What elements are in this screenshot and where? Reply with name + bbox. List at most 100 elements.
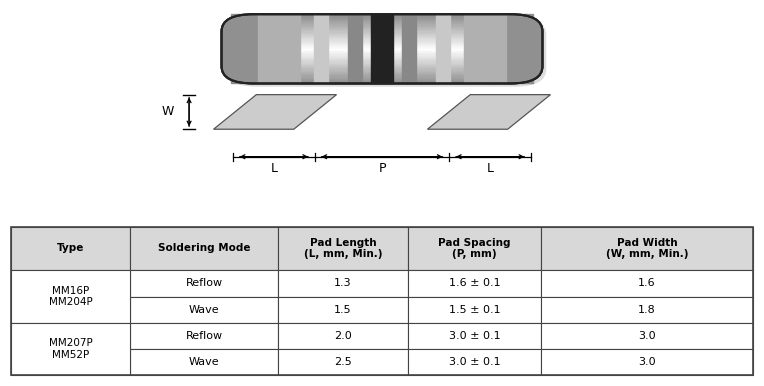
Text: 3.0 ± 0.1: 3.0 ± 0.1 — [448, 331, 500, 341]
Text: 1.3: 1.3 — [335, 278, 352, 288]
Bar — [231, 50, 533, 51]
Bar — [130, 227, 278, 270]
Bar — [231, 14, 533, 15]
Bar — [231, 21, 533, 22]
Bar — [231, 69, 533, 71]
Bar — [231, 59, 533, 60]
Bar — [542, 296, 753, 323]
Bar — [231, 36, 533, 37]
Text: Soldering Mode: Soldering Mode — [158, 244, 251, 253]
Bar — [408, 270, 542, 296]
Bar — [542, 227, 753, 270]
Bar — [231, 64, 533, 65]
Text: 3.0: 3.0 — [638, 331, 656, 341]
Bar — [231, 46, 533, 47]
Bar — [231, 79, 533, 80]
Bar — [348, 14, 362, 83]
Bar — [231, 26, 533, 27]
Bar — [231, 63, 533, 64]
Bar — [278, 270, 408, 296]
Bar — [11, 323, 753, 324]
Text: 1.5: 1.5 — [335, 305, 352, 315]
Bar — [231, 73, 533, 74]
Text: MM207P
MM52P: MM207P MM52P — [49, 338, 92, 360]
Text: 1.5 ± 0.1: 1.5 ± 0.1 — [448, 305, 500, 315]
Bar — [231, 56, 533, 57]
Bar — [231, 58, 533, 59]
Bar — [231, 61, 533, 63]
Bar — [231, 75, 533, 76]
Bar — [231, 35, 533, 36]
Bar — [231, 28, 533, 29]
Bar — [278, 349, 408, 375]
Bar — [231, 67, 533, 68]
Text: 1.6: 1.6 — [638, 278, 656, 288]
Bar — [11, 227, 130, 270]
Bar — [278, 323, 408, 349]
Text: Pad Width
(W, mm, Min.): Pad Width (W, mm, Min.) — [606, 238, 688, 259]
Bar — [231, 33, 533, 34]
Text: 1.8: 1.8 — [638, 305, 656, 315]
Bar — [231, 32, 533, 33]
Text: 2.5: 2.5 — [334, 357, 352, 367]
Bar — [278, 227, 408, 270]
Bar — [231, 78, 533, 79]
Bar — [231, 80, 533, 81]
Bar — [231, 54, 533, 56]
Text: MM16P
MM204P: MM16P MM204P — [49, 286, 92, 307]
Text: Wave: Wave — [189, 357, 219, 367]
Bar — [231, 47, 533, 48]
Bar — [231, 65, 533, 66]
Polygon shape — [214, 95, 337, 129]
Text: 1.6 ± 0.1: 1.6 ± 0.1 — [448, 278, 500, 288]
Bar — [130, 270, 278, 296]
Bar — [231, 60, 533, 61]
Bar — [231, 34, 533, 35]
FancyBboxPatch shape — [225, 17, 546, 87]
Bar — [231, 15, 533, 17]
Bar — [231, 53, 533, 54]
Bar — [258, 14, 299, 83]
Bar — [130, 323, 278, 349]
Bar — [408, 349, 542, 375]
Bar — [130, 296, 278, 323]
Bar — [231, 41, 533, 42]
Bar — [231, 57, 533, 58]
Bar — [231, 71, 533, 72]
Bar — [231, 76, 533, 78]
Text: Reflow: Reflow — [186, 278, 222, 288]
Text: 3.0: 3.0 — [638, 357, 656, 367]
Bar — [231, 24, 533, 25]
Bar — [130, 349, 278, 375]
Bar — [231, 37, 533, 39]
Bar — [314, 14, 328, 83]
Bar — [465, 14, 506, 83]
Bar — [408, 323, 542, 349]
Bar — [231, 49, 533, 50]
Bar — [231, 44, 533, 46]
Bar — [11, 323, 130, 375]
Bar — [231, 39, 533, 40]
Bar — [231, 22, 533, 24]
Text: 2.0: 2.0 — [334, 331, 352, 341]
Text: Wave: Wave — [189, 305, 219, 315]
Bar — [231, 81, 533, 82]
Bar — [231, 17, 533, 18]
Polygon shape — [428, 95, 551, 129]
Bar — [231, 82, 533, 83]
Bar — [231, 27, 533, 28]
Bar — [231, 30, 533, 32]
Text: Type: Type — [57, 244, 85, 253]
Bar — [11, 270, 130, 323]
Bar — [231, 29, 533, 30]
FancyBboxPatch shape — [222, 14, 542, 83]
Bar — [402, 14, 416, 83]
Bar — [371, 14, 393, 83]
Text: L: L — [487, 163, 494, 175]
Bar — [231, 68, 533, 69]
Bar — [231, 42, 533, 43]
Text: P: P — [378, 163, 386, 175]
Text: Reflow: Reflow — [186, 331, 222, 341]
Bar — [408, 227, 542, 270]
Bar — [231, 43, 533, 44]
